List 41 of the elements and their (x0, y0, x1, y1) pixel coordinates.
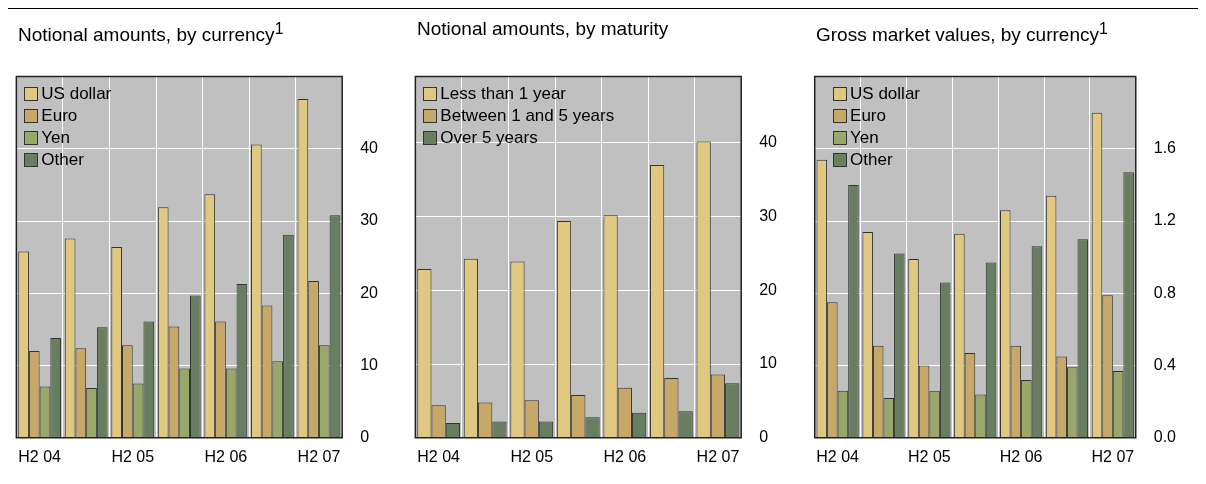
x-tick-label: H2 07 (696, 447, 740, 465)
y-tick-label: 40 (759, 133, 778, 151)
legend-label: Between 1 and 5 years (440, 104, 615, 127)
x-tick-label: H2 07 (1091, 447, 1135, 465)
x-tick-label: H2 05 (510, 447, 554, 465)
legend-label: Euro (41, 104, 78, 127)
x-tick-label: H2 04 (417, 447, 461, 465)
legend-label: Other (41, 148, 84, 171)
x-tick-label: H2 04 (18, 447, 62, 465)
y-tick-label: 40 (360, 139, 379, 157)
x-tick-label: H2 07 (297, 447, 341, 465)
chart-title: Gross market values, by currency$^{1}$ (815, 19, 1109, 48)
x-tick-label: H2 05 (111, 447, 155, 465)
legend-label: Euro (850, 104, 886, 127)
y-tick-label: 30 (360, 211, 379, 229)
legend-label: Yen (850, 126, 879, 149)
x-tick-label: H2 06 (204, 447, 248, 465)
legend-label: US dollar (41, 82, 112, 105)
legend-label: Less than 1 year (440, 82, 567, 105)
legend-label: Yen (41, 126, 71, 149)
legend-label: Over 5 years (440, 126, 538, 149)
legend-label: Other (850, 148, 893, 171)
y-tick-label: 20 (759, 280, 778, 298)
y-tick-label: 0.4 (1153, 355, 1177, 373)
y-tick-label: 20 (360, 283, 379, 301)
x-tick-label: H2 04 (816, 447, 860, 465)
x-tick-label: H2 05 (908, 447, 951, 465)
x-tick-label: H2 06 (999, 447, 1043, 465)
legend-label: US dollar (850, 82, 920, 105)
y-tick-label: 10 (759, 354, 778, 372)
y-tick-label: 0 (759, 428, 769, 446)
x-tick-label: H2 06 (603, 447, 647, 465)
y-tick-label: 10 (360, 355, 379, 373)
y-tick-label: 0.0 (1153, 428, 1177, 446)
chart-title: Notional amounts, by maturity (416, 17, 670, 41)
y-tick-label: 1.2 (1153, 211, 1177, 229)
y-tick-label: 1.6 (1153, 139, 1177, 157)
y-tick-label: 30 (759, 207, 778, 225)
y-tick-label: 0 (360, 428, 370, 446)
chart-title: Notional amounts, by currency$^{1}$ (17, 19, 285, 48)
y-tick-label: 0.8 (1153, 283, 1177, 301)
